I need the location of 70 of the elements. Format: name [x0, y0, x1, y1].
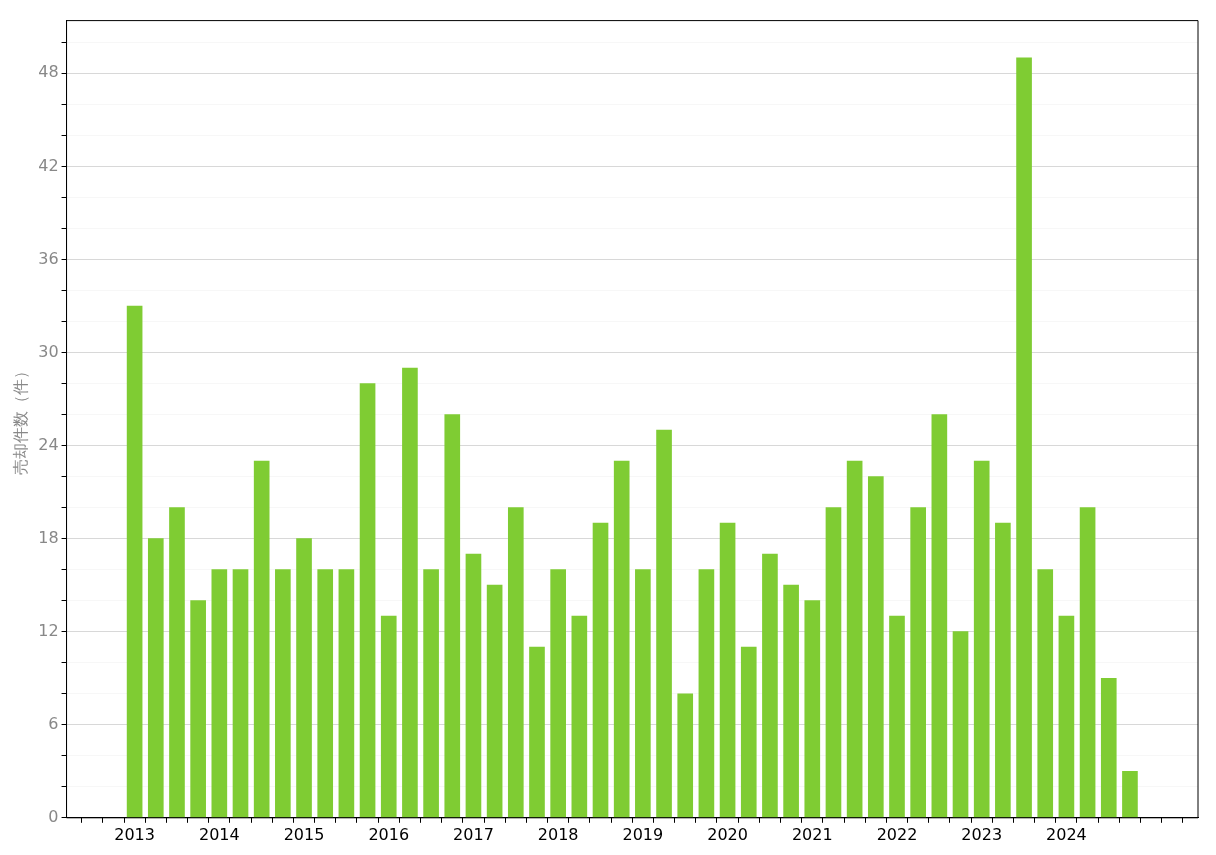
bar [1100, 677, 1117, 818]
bar [825, 507, 842, 818]
bar [910, 507, 926, 818]
x-tick-label: 2015 [283, 824, 325, 844]
y-tick-label: 0 [48, 806, 59, 826]
bar [740, 646, 757, 818]
y-tick-label: 6 [48, 713, 59, 733]
bar [232, 569, 249, 818]
bar [1122, 770, 1138, 818]
bar [486, 584, 503, 818]
x-tick-label: 2020 [707, 824, 748, 844]
bar [889, 615, 905, 818]
bar [169, 507, 185, 818]
x-tick-label: 2016 [368, 824, 410, 844]
x-tick-label: 2024 [1046, 824, 1087, 844]
x-tick-label: 2019 [622, 824, 664, 844]
bar [804, 600, 821, 818]
bar [550, 569, 566, 818]
bar [444, 414, 461, 818]
y-tick-label: 12 [38, 620, 59, 640]
x-tick-label: 2018 [537, 824, 579, 844]
bar [1037, 569, 1054, 818]
bar [952, 631, 969, 818]
bar [571, 615, 588, 818]
x-tick-label: 2014 [198, 824, 240, 844]
bar [317, 569, 334, 818]
bar [1016, 57, 1032, 818]
bar [253, 460, 270, 818]
y-tick-label: 42 [38, 155, 59, 175]
bar [973, 460, 990, 818]
bar [126, 305, 143, 818]
bar [423, 569, 439, 818]
bar [995, 522, 1011, 818]
x-tick-label: 2023 [961, 824, 1003, 844]
bar [402, 367, 418, 818]
bar [190, 600, 206, 818]
y-tick-label: 18 [38, 527, 59, 547]
bar [635, 569, 651, 818]
bar [846, 460, 863, 818]
bar [783, 584, 799, 818]
bar [677, 693, 694, 818]
x-tick-label: 2021 [791, 824, 833, 844]
bar [296, 538, 312, 818]
y-tick-label: 24 [38, 434, 59, 454]
x-tick-label: 2017 [453, 824, 494, 844]
bar [1079, 507, 1096, 818]
x-tick-label: 2022 [876, 824, 918, 844]
bar [359, 383, 376, 818]
bar [867, 476, 884, 818]
bar [338, 569, 355, 818]
bar [592, 522, 609, 818]
bar [762, 553, 778, 818]
bar [656, 429, 672, 818]
bar [698, 569, 715, 818]
bar [147, 538, 164, 818]
y-axis-title: 売却件数（件） [10, 363, 30, 476]
y-tick-label: 30 [38, 341, 59, 361]
bar [275, 569, 291, 818]
bar [211, 569, 228, 818]
bar [719, 522, 736, 818]
bar [931, 414, 948, 818]
y-tick-label: 36 [38, 248, 59, 268]
bar [1058, 615, 1075, 818]
y-tick-label: 48 [38, 62, 59, 82]
bar [613, 460, 630, 818]
x-tick-label: 2013 [114, 824, 155, 844]
bar [380, 615, 397, 818]
bar [529, 646, 545, 818]
bar [507, 507, 524, 818]
bar [465, 553, 482, 818]
